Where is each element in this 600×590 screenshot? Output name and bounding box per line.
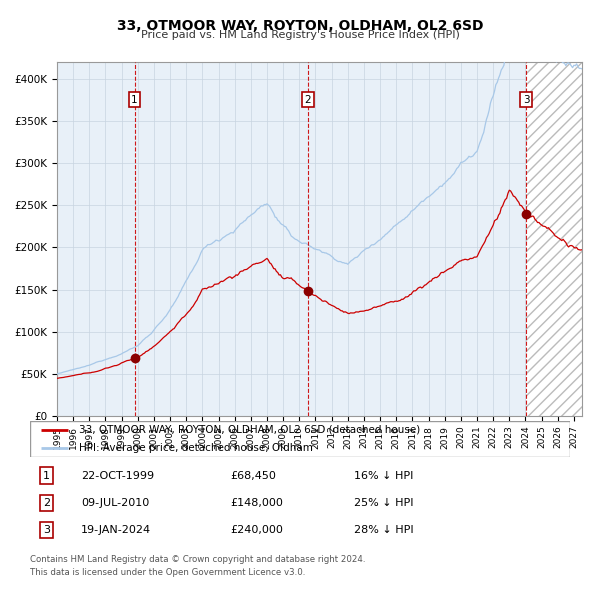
Text: 09-JUL-2010: 09-JUL-2010 — [82, 498, 149, 508]
Text: HPI: Average price, detached house, Oldham: HPI: Average price, detached house, Oldh… — [79, 443, 313, 453]
Text: 22-OCT-1999: 22-OCT-1999 — [82, 471, 154, 481]
Text: This data is licensed under the Open Government Licence v3.0.: This data is licensed under the Open Gov… — [30, 568, 305, 576]
Bar — [526, 62, 582, 416]
Text: 2: 2 — [43, 498, 50, 508]
Text: £148,000: £148,000 — [230, 498, 283, 508]
Text: 3: 3 — [523, 95, 530, 105]
Text: 33, OTMOOR WAY, ROYTON, OLDHAM, OL2 6SD (detached house): 33, OTMOOR WAY, ROYTON, OLDHAM, OL2 6SD … — [79, 425, 420, 435]
Text: 2: 2 — [304, 95, 311, 105]
Text: 1: 1 — [43, 471, 50, 481]
Text: 28% ↓ HPI: 28% ↓ HPI — [354, 525, 413, 535]
Text: 25% ↓ HPI: 25% ↓ HPI — [354, 498, 413, 508]
Text: 33, OTMOOR WAY, ROYTON, OLDHAM, OL2 6SD: 33, OTMOOR WAY, ROYTON, OLDHAM, OL2 6SD — [117, 19, 483, 33]
Text: Contains HM Land Registry data © Crown copyright and database right 2024.: Contains HM Land Registry data © Crown c… — [30, 555, 365, 563]
Text: Price paid vs. HM Land Registry's House Price Index (HPI): Price paid vs. HM Land Registry's House … — [140, 30, 460, 40]
Text: £68,450: £68,450 — [230, 471, 275, 481]
Text: 16% ↓ HPI: 16% ↓ HPI — [354, 471, 413, 481]
Text: 19-JAN-2024: 19-JAN-2024 — [82, 525, 151, 535]
Text: 3: 3 — [43, 525, 50, 535]
Bar — [526, 62, 582, 416]
Text: 1: 1 — [131, 95, 138, 105]
Text: £240,000: £240,000 — [230, 525, 283, 535]
